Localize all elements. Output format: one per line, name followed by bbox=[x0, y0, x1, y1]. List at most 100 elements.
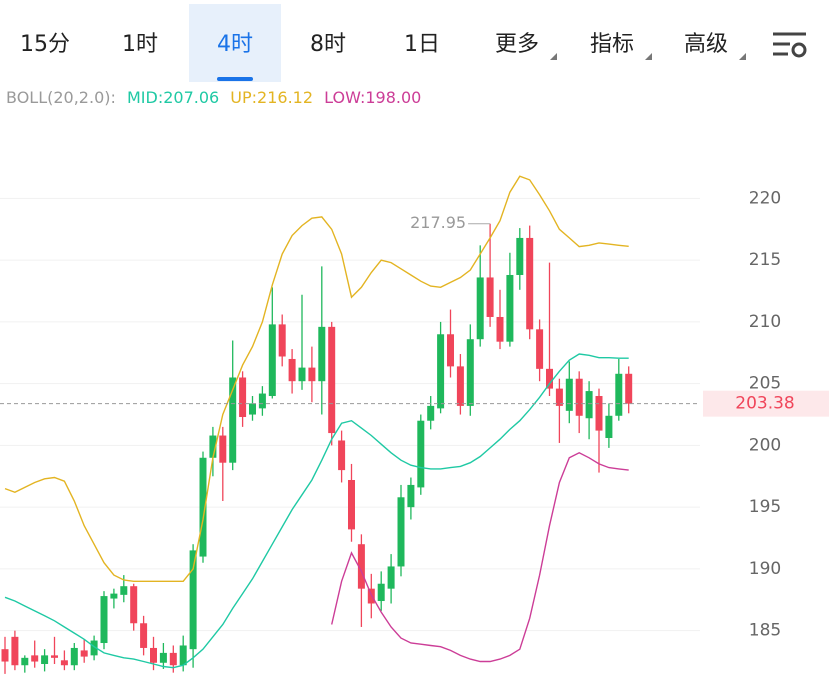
candle-body bbox=[397, 497, 405, 567]
settings-icon[interactable] bbox=[773, 32, 807, 58]
y-tick-label: 190 bbox=[749, 559, 781, 579]
active-tab-underline bbox=[217, 77, 253, 81]
tab[interactable]: 1日 bbox=[404, 32, 440, 57]
tab[interactable]: 指标 bbox=[590, 32, 634, 57]
tab[interactable]: 高级 bbox=[684, 32, 728, 57]
candle-body bbox=[298, 367, 306, 382]
tab[interactable]: 8时 bbox=[310, 32, 346, 57]
candle-body bbox=[486, 277, 494, 317]
candle-body bbox=[219, 435, 227, 463]
band-line bbox=[331, 452, 629, 663]
max-label: 217.95 bbox=[410, 213, 466, 232]
legend-name: LOW: bbox=[324, 88, 365, 107]
candle-body bbox=[456, 366, 464, 406]
dropdown-arrow bbox=[645, 53, 652, 60]
candle-body bbox=[209, 435, 217, 458]
candle-body bbox=[120, 586, 128, 595]
candle-body bbox=[41, 655, 49, 665]
y-tick-label: 200 bbox=[749, 435, 781, 455]
dropdown-arrow bbox=[739, 53, 746, 60]
y-tick-label: 195 bbox=[749, 497, 781, 517]
candle-body bbox=[357, 544, 365, 589]
candle-body bbox=[615, 373, 623, 416]
candle-body bbox=[189, 550, 197, 650]
y-tick-label: 210 bbox=[749, 312, 781, 332]
candle-body bbox=[417, 420, 425, 488]
tab[interactable]: 更多 bbox=[495, 32, 539, 57]
legend-mid: MID:207.06 bbox=[127, 88, 219, 107]
candle-body bbox=[447, 334, 454, 367]
y-tick-label: 220 bbox=[749, 188, 781, 208]
tab-bar: 15分 1时 4时 8时 1日 更多 指标 高级 bbox=[20, 4, 746, 82]
last-price-label: 203.38 bbox=[735, 394, 794, 414]
candle-body bbox=[427, 405, 435, 421]
grid bbox=[0, 197, 700, 632]
candle-body bbox=[625, 373, 633, 404]
candle-body bbox=[288, 358, 296, 382]
candle-body bbox=[249, 403, 256, 415]
candle-body bbox=[377, 583, 385, 602]
candle-body bbox=[140, 623, 148, 648]
candle-body bbox=[546, 368, 553, 389]
candle-body bbox=[159, 652, 167, 663]
dropdown-arrow bbox=[550, 53, 557, 60]
candle-body bbox=[199, 457, 207, 557]
candle-body bbox=[348, 479, 355, 530]
tab[interactable]: 15分 bbox=[20, 32, 70, 57]
candle-body bbox=[11, 636, 19, 666]
candle-body bbox=[476, 277, 484, 340]
candle-body bbox=[100, 596, 108, 644]
legend-up: UP:216.12 bbox=[230, 88, 313, 107]
candle-body bbox=[496, 316, 504, 342]
candle-body bbox=[595, 396, 603, 431]
tab[interactable]: 4时 bbox=[217, 32, 253, 57]
legend-name: MID: bbox=[127, 88, 163, 107]
candle-body bbox=[21, 657, 29, 666]
candle-body bbox=[110, 593, 118, 599]
candle-body bbox=[60, 660, 68, 666]
legend-low: LOW:198.00 bbox=[324, 88, 421, 107]
candle-body bbox=[466, 339, 474, 406]
candle-body bbox=[575, 378, 583, 416]
candle-body bbox=[278, 324, 286, 357]
candle-body bbox=[258, 393, 266, 409]
legend-value: 216.12 bbox=[257, 88, 313, 107]
legend-value: 207.06 bbox=[163, 88, 219, 107]
candle-body bbox=[437, 334, 445, 409]
candle-body bbox=[555, 388, 563, 406]
candle-body bbox=[169, 652, 177, 666]
last-price-box bbox=[703, 390, 829, 417]
candle-body bbox=[150, 647, 157, 663]
candle-body bbox=[229, 377, 237, 463]
legend: BOLL(20,2.0): MID:207.06 UP:216.12 LOW:1… bbox=[6, 88, 421, 107]
y-tick-label: 215 bbox=[749, 250, 781, 270]
y-tick-label: 205 bbox=[749, 374, 781, 394]
candle-body bbox=[1, 649, 9, 662]
candle-body bbox=[516, 237, 524, 275]
candle-body bbox=[506, 274, 514, 342]
candle-body bbox=[565, 378, 573, 411]
y-tick-label: 185 bbox=[749, 621, 781, 641]
band-line bbox=[4, 175, 629, 582]
candle-body bbox=[179, 645, 187, 666]
candle-body bbox=[318, 326, 326, 382]
candle-body bbox=[51, 655, 58, 658]
candle-body bbox=[90, 640, 98, 656]
tab[interactable]: 1时 bbox=[122, 32, 158, 57]
candle-body bbox=[308, 367, 316, 382]
candle-body bbox=[605, 415, 613, 439]
candle-body bbox=[80, 650, 88, 657]
candle-body bbox=[338, 440, 346, 471]
candle-body bbox=[387, 566, 395, 589]
band-line bbox=[4, 353, 629, 669]
candle-body bbox=[407, 484, 415, 508]
legend-value: 198.00 bbox=[365, 88, 421, 107]
legend-name: UP: bbox=[230, 88, 257, 107]
candle-body bbox=[268, 324, 276, 397]
candle-body bbox=[31, 655, 39, 662]
plot bbox=[1, 175, 633, 674]
active-tab-bg bbox=[189, 4, 281, 82]
candle-body bbox=[328, 326, 336, 434]
y-axis: 185 190 195 200 205 210 215 220 bbox=[749, 188, 781, 640]
